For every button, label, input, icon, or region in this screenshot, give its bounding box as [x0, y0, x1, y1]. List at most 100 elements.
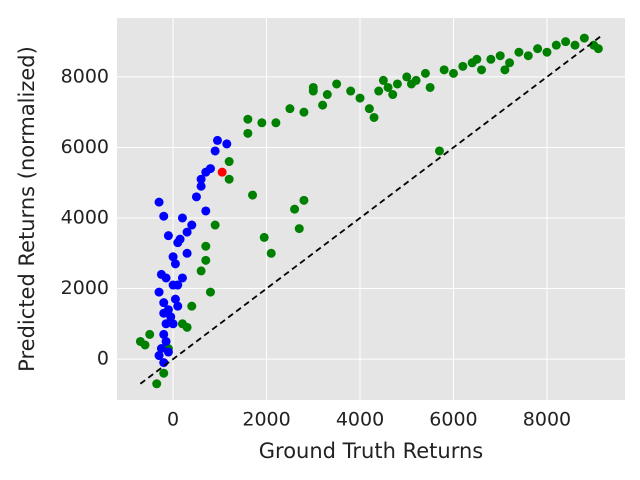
y-tick-label: 4000 — [61, 206, 109, 228]
scatter-point — [299, 107, 309, 117]
scatter-point — [163, 347, 173, 357]
reference-line — [139, 33, 604, 385]
scatter-point — [168, 252, 178, 262]
scatter-point — [168, 280, 178, 290]
scatter-point — [154, 351, 164, 361]
scatter-point — [191, 192, 201, 202]
scatter-point — [533, 44, 543, 54]
scatter-point — [196, 266, 206, 276]
scatter-point — [159, 358, 169, 368]
scatter-point — [477, 65, 487, 75]
scatter-point — [257, 118, 267, 128]
scatter-point — [224, 157, 234, 167]
scatter-point — [259, 232, 269, 242]
scatter-point — [210, 146, 220, 156]
scatter-point — [205, 164, 215, 174]
scatter-point — [154, 197, 164, 207]
scatter-point — [458, 61, 468, 71]
scatter-point — [551, 40, 561, 50]
scatter-point — [308, 82, 318, 92]
y-tick-label: 6000 — [61, 136, 109, 158]
scatter-point — [322, 90, 332, 100]
scatter-point — [388, 90, 398, 100]
x-tick-label: 2000 — [242, 409, 290, 431]
scatter-point — [201, 241, 211, 251]
scatter-point — [243, 114, 253, 124]
scatter-point — [177, 273, 187, 283]
y-tick-label: 8000 — [61, 65, 109, 87]
scatter-point — [154, 287, 164, 297]
scatter-point — [593, 44, 603, 54]
scatter-point — [364, 104, 374, 114]
scatter-point — [406, 79, 416, 89]
scatter-point — [378, 75, 388, 85]
x-tick-label: 0 — [167, 409, 179, 431]
scatter-point — [495, 51, 505, 61]
scatter-point — [210, 220, 220, 230]
scatter-point — [159, 368, 169, 378]
scatter-point — [196, 174, 206, 184]
scatter-point — [561, 37, 571, 47]
scatter-point — [248, 190, 258, 200]
scatter-point — [355, 93, 365, 103]
scatter-point — [173, 301, 183, 311]
scatter-point — [166, 312, 176, 322]
scatter-point — [170, 294, 180, 304]
scatter-point — [182, 227, 192, 237]
scatter-point — [187, 220, 197, 230]
scatter-point — [222, 139, 232, 149]
scatter-point — [224, 174, 234, 184]
scatter-point — [145, 329, 155, 339]
scatter-point — [299, 195, 309, 205]
scatter-point — [294, 224, 304, 234]
scatter-point — [161, 319, 171, 329]
scatter-point — [140, 340, 150, 350]
x-axis-title: Ground Truth Returns — [259, 439, 483, 463]
scatter-point — [161, 273, 171, 283]
scatter-point — [182, 322, 192, 332]
scatter-point — [439, 65, 449, 75]
scatter-point — [514, 47, 524, 57]
x-tick-label: 4000 — [336, 409, 384, 431]
scatter-point — [271, 118, 281, 128]
scatter-point — [168, 319, 178, 329]
scatter-point — [163, 231, 173, 241]
scatter-point — [243, 128, 253, 138]
scatter-point — [420, 68, 430, 78]
scatter-point — [290, 204, 300, 214]
scatter-point — [175, 234, 185, 244]
scatter-point — [156, 344, 166, 354]
scatter-point — [201, 206, 211, 216]
scatter-point — [212, 135, 222, 145]
scatter-point — [448, 68, 458, 78]
scatter-point — [187, 301, 197, 311]
scatter-point — [425, 82, 435, 92]
scatter-point — [579, 33, 589, 43]
scatter-point — [159, 329, 169, 339]
scatter-point — [201, 255, 211, 265]
scatter-point — [177, 213, 187, 223]
scatter-point — [346, 86, 356, 96]
scatter-point — [182, 248, 192, 258]
y-axis-title: Predicted Returns (normalized) — [15, 46, 39, 372]
scatter-point — [505, 58, 515, 68]
scatter-point — [159, 308, 169, 318]
scatter-point — [374, 86, 384, 96]
y-tick-label: 0 — [97, 348, 109, 370]
scatter-point — [332, 79, 342, 89]
scatter-point — [392, 79, 402, 89]
scatter-point — [318, 100, 328, 110]
scatter-point — [486, 54, 496, 64]
x-tick-label: 6000 — [429, 409, 477, 431]
scatter-point — [523, 51, 533, 61]
scatter-point — [285, 104, 295, 114]
y-tick-label: 2000 — [61, 277, 109, 299]
scatter-point — [434, 146, 444, 156]
scatter-point — [159, 211, 169, 221]
scatter-point — [402, 72, 412, 82]
scatter-point — [161, 336, 171, 346]
scatter-point — [369, 112, 379, 122]
scatter-point — [152, 379, 162, 389]
scatter-point — [196, 181, 206, 191]
